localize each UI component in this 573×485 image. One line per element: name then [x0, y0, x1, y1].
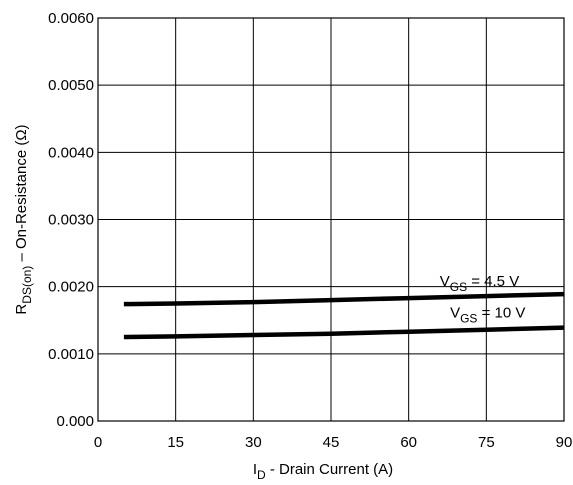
axis-labels: ID - Drain Current (A) RDS(on) – On-Resis…: [13, 124, 393, 482]
x-tick-label: 15: [167, 434, 184, 451]
y-tick-label: 0.000: [56, 413, 94, 430]
series-label: VGS = 10 V: [450, 305, 525, 326]
x-tick-label: 75: [478, 434, 495, 451]
x-tick-label: 60: [400, 434, 417, 451]
plot-frame: [97, 17, 565, 422]
x-tick-label: 0: [94, 434, 102, 451]
y-tick-label: 0.0050: [48, 77, 94, 94]
y-tick-label: 0.0010: [48, 346, 94, 363]
y-axis-label: RDS(on) – On-Resistance (Ω): [13, 124, 34, 314]
series-line: [123, 325, 565, 340]
series-layer: VGS = 4.5 V VGS = 10 V: [123, 273, 565, 340]
tick-labels: 0 15 30 45 60 75 90 0.000 0.0010 0.0020 0.0030 0.00…: [48, 10, 572, 451]
x-axis-label: ID - Drain Current (A): [253, 461, 393, 482]
x-tick-label: 45: [323, 434, 340, 451]
x-tick-label: 90: [556, 434, 573, 451]
y-tick-label: 0.0030: [48, 212, 94, 229]
y-tick-label: 0.0060: [48, 10, 94, 27]
series-line: [123, 291, 565, 307]
series-label: VGS = 4.5 V: [440, 273, 519, 294]
grid: [98, 18, 564, 421]
x-tick-label: 30: [245, 434, 262, 451]
y-tick-label: 0.0020: [48, 279, 94, 296]
y-tick-label: 0.0040: [48, 144, 94, 161]
